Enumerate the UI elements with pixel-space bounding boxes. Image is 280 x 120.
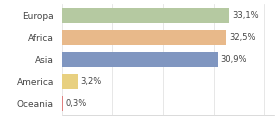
- Bar: [62, 74, 78, 89]
- Text: 32,5%: 32,5%: [229, 33, 255, 42]
- Text: 30,9%: 30,9%: [221, 55, 247, 64]
- Text: 33,1%: 33,1%: [232, 11, 258, 20]
- Bar: [62, 8, 229, 23]
- Bar: [62, 52, 218, 67]
- Text: 3,2%: 3,2%: [80, 77, 102, 86]
- Bar: [62, 30, 226, 45]
- Text: 0,3%: 0,3%: [66, 99, 87, 108]
- Bar: [62, 96, 63, 111]
